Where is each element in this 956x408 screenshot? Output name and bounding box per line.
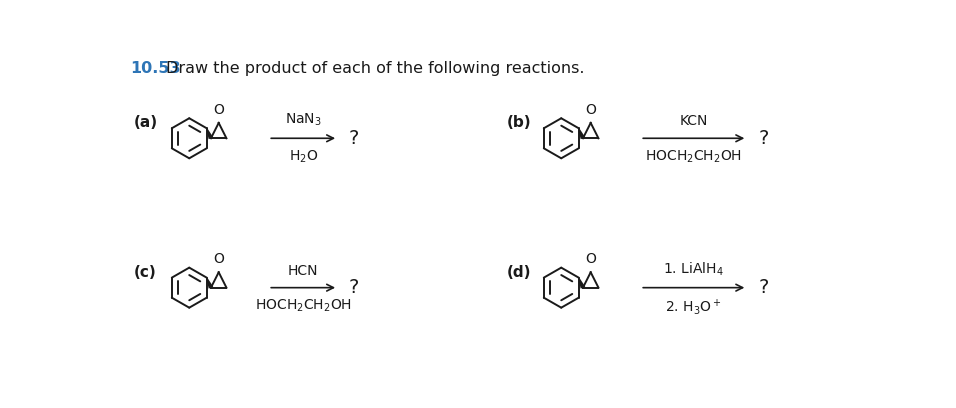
- Text: NaN$_3$: NaN$_3$: [285, 112, 321, 128]
- Text: 2. H$_3$O$^+$: 2. H$_3$O$^+$: [665, 298, 722, 317]
- Text: (a): (a): [134, 115, 158, 131]
- Polygon shape: [206, 277, 213, 288]
- Text: ?: ?: [758, 129, 769, 148]
- Text: 10.53: 10.53: [130, 61, 181, 76]
- Text: 1. LiAlH$_4$: 1. LiAlH$_4$: [663, 260, 724, 278]
- Text: (d): (d): [507, 265, 532, 280]
- Text: O: O: [585, 103, 597, 117]
- Polygon shape: [578, 277, 585, 288]
- Text: HOCH$_2$CH$_2$OH: HOCH$_2$CH$_2$OH: [254, 298, 352, 314]
- Text: H$_2$O: H$_2$O: [289, 148, 317, 165]
- Text: Draw the product of each of the following reactions.: Draw the product of each of the followin…: [166, 61, 584, 76]
- Text: O: O: [585, 252, 597, 266]
- Text: (c): (c): [134, 265, 156, 280]
- Polygon shape: [206, 128, 213, 139]
- Text: (b): (b): [507, 115, 532, 131]
- Text: ?: ?: [758, 278, 769, 297]
- Text: O: O: [213, 103, 224, 117]
- Polygon shape: [578, 128, 585, 139]
- Text: O: O: [213, 252, 224, 266]
- Text: KCN: KCN: [680, 114, 708, 128]
- Text: HCN: HCN: [288, 264, 318, 278]
- Text: HOCH$_2$CH$_2$OH: HOCH$_2$CH$_2$OH: [645, 148, 742, 165]
- Text: ?: ?: [349, 278, 359, 297]
- Text: ?: ?: [349, 129, 359, 148]
